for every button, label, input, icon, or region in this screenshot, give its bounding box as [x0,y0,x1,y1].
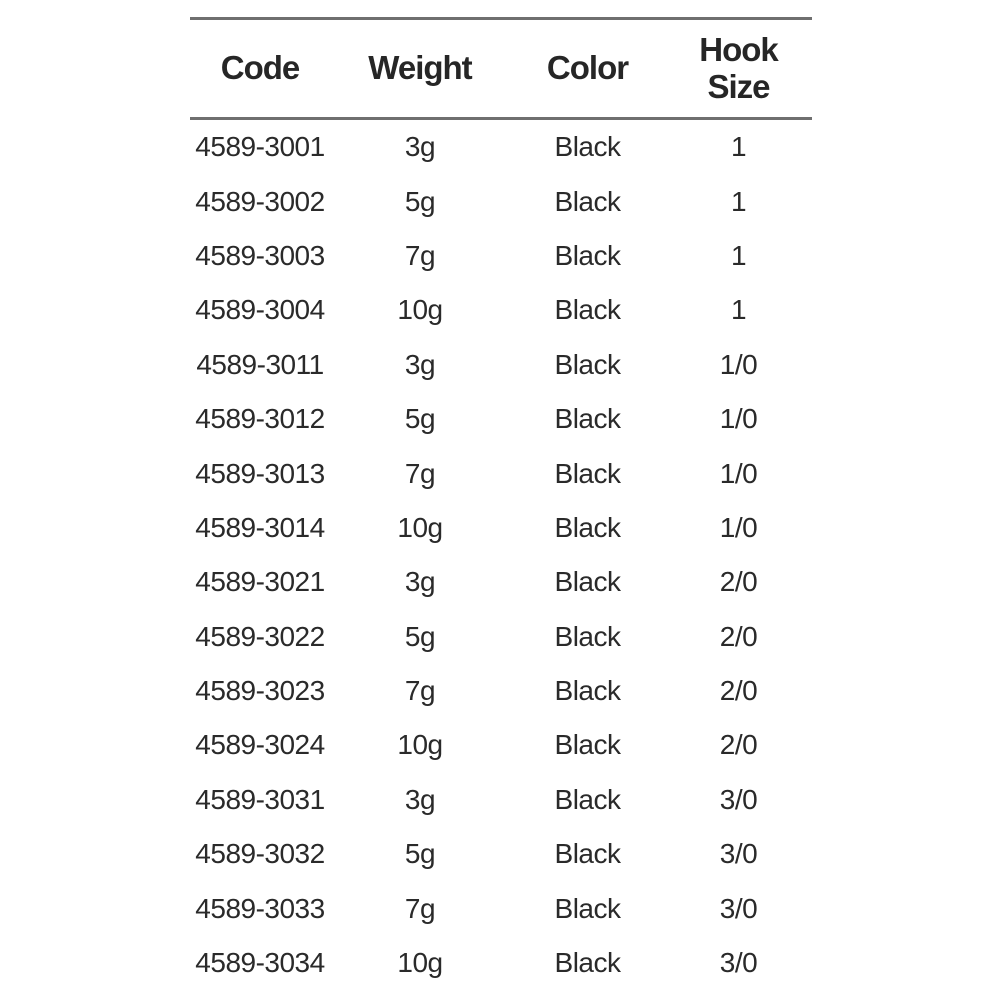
table-row: 4589-3012 5g Black 1/0 [190,392,812,446]
cell-code: 4589-3021 [195,566,325,598]
cell-hook-size: 3/0 [719,947,758,979]
cell-hook-size: 3/0 [719,892,758,924]
cell-color: Black [554,620,621,652]
cell-weight: 3g [404,131,436,163]
cell-code: 4589-3004 [195,294,325,326]
cell-color: Black [554,675,621,707]
cell-hook-size: 2/0 [719,620,758,652]
cell-color: Black [554,566,621,598]
cell-weight: 3g [404,566,436,598]
cell-weight: 7g [404,457,436,489]
table-row: 4589-3011 3g Black 1/0 [190,338,812,392]
cell-hook-size: 1/0 [719,403,758,435]
cell-hook-size: 1/0 [719,348,758,380]
cell-code: 4589-3033 [195,892,325,924]
cell-code: 4589-3023 [195,675,325,707]
cell-color: Black [554,457,621,489]
cell-hook-size: 3/0 [719,838,758,870]
cell-weight: 10g [397,511,443,543]
cell-code: 4589-3003 [195,239,325,271]
cell-color: Black [554,239,621,271]
cell-code: 4589-3014 [195,511,325,543]
cell-code: 4589-3034 [195,947,325,979]
cell-color: Black [554,892,621,924]
table-row: 4589-3002 5g Black 1 [190,174,812,228]
cell-code: 4589-3001 [195,131,325,163]
cell-color: Black [554,185,621,217]
cell-color: Black [554,838,621,870]
cell-hook-size: 1 [730,239,747,271]
cell-weight: 5g [404,838,436,870]
table-row: 4589-3001 3g Black 1 [190,120,812,174]
cell-hook-size: 2/0 [719,566,758,598]
cell-color: Black [554,348,621,380]
cell-code: 4589-3011 [196,348,324,380]
table-row: 4589-3034 10g Black 3/0 [190,936,812,990]
cell-code: 4589-3022 [195,620,325,652]
cell-weight: 5g [404,620,436,652]
cell-hook-size: 2/0 [719,675,758,707]
table-row: 4589-3023 7g Black 2/0 [190,664,812,718]
column-header-weight: Weight [368,49,472,87]
spec-table: Code Weight Color Hook Size 4589-3001 3g… [190,17,812,990]
table-body: 4589-3001 3g Black 1 4589-3002 5g Black … [190,120,812,990]
cell-hook-size: 1 [730,294,747,326]
cell-code: 4589-3012 [195,403,325,435]
cell-hook-size: 1 [730,185,747,217]
cell-color: Black [554,294,621,326]
cell-color: Black [554,403,621,435]
column-header-color: Color [546,49,629,87]
cell-weight: 7g [404,892,436,924]
cell-weight: 5g [404,185,436,217]
cell-color: Black [554,783,621,815]
cell-hook-size: 1/0 [719,457,758,489]
table-row: 4589-3033 7g Black 3/0 [190,881,812,935]
cell-hook-size: 1 [730,131,747,163]
table-row: 4589-3003 7g Black 1 [190,229,812,283]
cell-weight: 3g [404,783,436,815]
cell-color: Black [554,947,621,979]
table-row: 4589-3014 10g Black 1/0 [190,501,812,555]
cell-code: 4589-3032 [195,838,325,870]
table-row: 4589-3022 5g Black 2/0 [190,610,812,664]
cell-color: Black [554,131,621,163]
column-header-code: Code [220,49,301,87]
cell-code: 4589-3002 [195,185,325,217]
cell-hook-size: 1/0 [719,511,758,543]
table-row: 4589-3021 3g Black 2/0 [190,555,812,609]
cell-weight: 10g [397,729,443,761]
table-row: 4589-3024 10g Black 2/0 [190,718,812,772]
cell-weight: 10g [397,294,443,326]
cell-hook-size: 3/0 [719,783,758,815]
cell-hook-size: 2/0 [719,729,758,761]
cell-weight: 7g [404,675,436,707]
cell-code: 4589-3013 [195,457,325,489]
cell-code: 4589-3024 [195,729,325,761]
cell-color: Black [554,511,621,543]
table-row: 4589-3013 7g Black 1/0 [190,446,812,500]
cell-weight: 10g [397,947,443,979]
cell-weight: 5g [404,403,436,435]
table-row: 4589-3004 10g Black 1 [190,283,812,337]
table-header-row: Code Weight Color Hook Size [190,20,812,120]
cell-weight: 7g [404,239,436,271]
cell-code: 4589-3031 [195,783,325,815]
table-row: 4589-3032 5g Black 3/0 [190,827,812,881]
cell-weight: 3g [404,348,436,380]
cell-color: Black [554,729,621,761]
table-row: 4589-3031 3g Black 3/0 [190,773,812,827]
column-header-hook-size: Hook Size [699,30,779,105]
